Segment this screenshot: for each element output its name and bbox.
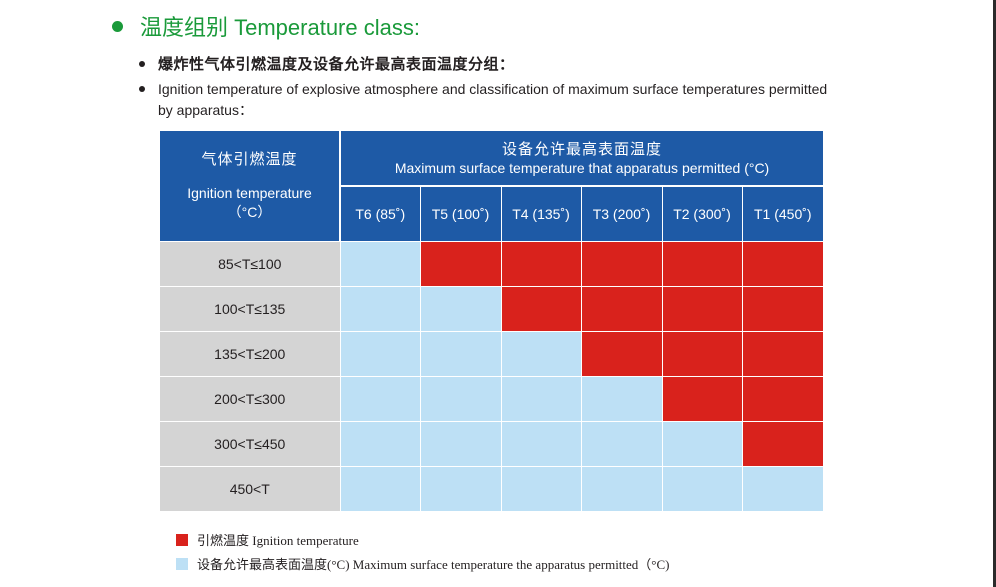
bullet-text: 爆炸性气体引燃温度及设备允许最高表面温度分组： bbox=[158, 56, 515, 73]
row-label: 85<T≤100 bbox=[160, 241, 341, 287]
row-label: 200<T≤300 bbox=[160, 376, 341, 422]
cell-ignition bbox=[420, 241, 502, 287]
class-column-header: T6 (85˚) bbox=[340, 186, 421, 242]
max-surface-temperature-header: 设备允许最高表面温度 Maximum surface temperature t… bbox=[340, 131, 824, 187]
legend-label: 设备允许最高表面温度(°C) Maximum surface temperatu… bbox=[197, 557, 670, 572]
cell-permitted bbox=[501, 466, 582, 511]
row-label: 135<T≤200 bbox=[160, 331, 341, 377]
cell-permitted bbox=[420, 421, 502, 467]
class-column-header: T5 (100˚) bbox=[420, 186, 502, 242]
cell-ignition bbox=[501, 286, 582, 332]
class-column-header: T1 (450˚) bbox=[742, 186, 824, 242]
cell-permitted bbox=[340, 331, 421, 377]
cell-permitted bbox=[501, 421, 582, 467]
cell-ignition bbox=[742, 376, 824, 422]
ignition-temperature-header: 气体引燃温度 Ignition temperature （°C） bbox=[160, 131, 341, 242]
cell-ignition bbox=[742, 421, 824, 467]
row-label: 300<T≤450 bbox=[160, 421, 341, 467]
legend-max-surface: 设备允许最高表面温度(°C) Maximum surface temperatu… bbox=[176, 554, 670, 573]
bullet-dot bbox=[139, 61, 145, 67]
cell-ignition bbox=[662, 241, 743, 287]
cell-ignition bbox=[662, 286, 743, 332]
table-row: 200<T≤300 bbox=[160, 376, 824, 422]
cell-permitted bbox=[340, 241, 421, 287]
table-row: 450<T bbox=[160, 466, 824, 511]
table-row: 100<T≤135 bbox=[160, 286, 824, 332]
cell-ignition bbox=[742, 286, 824, 332]
cell-ignition bbox=[662, 331, 743, 377]
cell-permitted bbox=[340, 286, 421, 332]
cell-permitted bbox=[501, 331, 582, 377]
cell-ignition bbox=[742, 331, 824, 377]
cell-ignition bbox=[662, 376, 743, 422]
cell-permitted bbox=[662, 466, 743, 511]
right-edge-rule bbox=[993, 0, 996, 587]
cell-permitted bbox=[742, 466, 824, 511]
table-row: 135<T≤200 bbox=[160, 331, 824, 377]
cell-permitted bbox=[420, 286, 502, 332]
cell-permitted bbox=[581, 466, 663, 511]
cell-permitted bbox=[420, 331, 502, 377]
ignition-header-unit: （°C） bbox=[227, 204, 272, 220]
class-column-header: T2 (300˚) bbox=[662, 186, 743, 242]
table-row: 300<T≤450 bbox=[160, 421, 824, 467]
bullet-text: Ignition temperature of explosive atmosp… bbox=[158, 81, 828, 118]
cell-permitted bbox=[340, 466, 421, 511]
bullet-item-cn: 爆炸性气体引燃温度及设备允许最高表面温度分组： bbox=[139, 54, 839, 75]
section-heading: 温度组别 Temperature class: bbox=[112, 10, 420, 42]
cell-permitted bbox=[581, 376, 663, 422]
cell-ignition bbox=[581, 286, 663, 332]
ignition-header-cn: 气体引燃温度 bbox=[201, 151, 298, 168]
heading-bullet bbox=[112, 20, 123, 32]
cell-permitted bbox=[340, 421, 421, 467]
row-label: 450<T bbox=[160, 466, 341, 511]
class-column-header: T3 (200˚) bbox=[581, 186, 663, 242]
legend-swatch-red bbox=[176, 533, 188, 546]
cell-permitted bbox=[420, 376, 502, 422]
max-surface-header-en: Maximum surface temperature that apparat… bbox=[394, 159, 770, 176]
row-label: 100<T≤135 bbox=[160, 286, 341, 332]
cell-ignition bbox=[581, 331, 663, 377]
cell-permitted bbox=[501, 376, 582, 422]
table-row: 85<T≤100 bbox=[160, 241, 824, 287]
bullet-dot bbox=[139, 86, 145, 92]
cell-permitted bbox=[662, 421, 743, 467]
legend-swatch-blue bbox=[176, 557, 188, 570]
legend-label: 引燃温度 Ignition temperature bbox=[197, 533, 359, 548]
class-column-header: T4 (135˚) bbox=[501, 186, 582, 242]
cell-ignition bbox=[742, 241, 824, 287]
max-surface-header-cn: 设备允许最高表面温度 bbox=[502, 140, 663, 158]
cell-ignition bbox=[501, 241, 582, 287]
cell-ignition bbox=[581, 241, 663, 287]
ignition-header-en: Ignition temperature bbox=[187, 185, 312, 201]
cell-permitted bbox=[581, 421, 663, 467]
temperature-class-table: 气体引燃温度 Ignition temperature （°C） 设备允许最高表… bbox=[160, 131, 824, 511]
legend-ignition: 引燃温度 Ignition temperature bbox=[176, 530, 359, 549]
cell-permitted bbox=[340, 376, 421, 422]
cell-permitted bbox=[420, 466, 502, 511]
heading-text: 温度组别 Temperature class: bbox=[140, 15, 420, 40]
bullet-item-en: Ignition temperature of explosive atmosp… bbox=[139, 79, 839, 121]
